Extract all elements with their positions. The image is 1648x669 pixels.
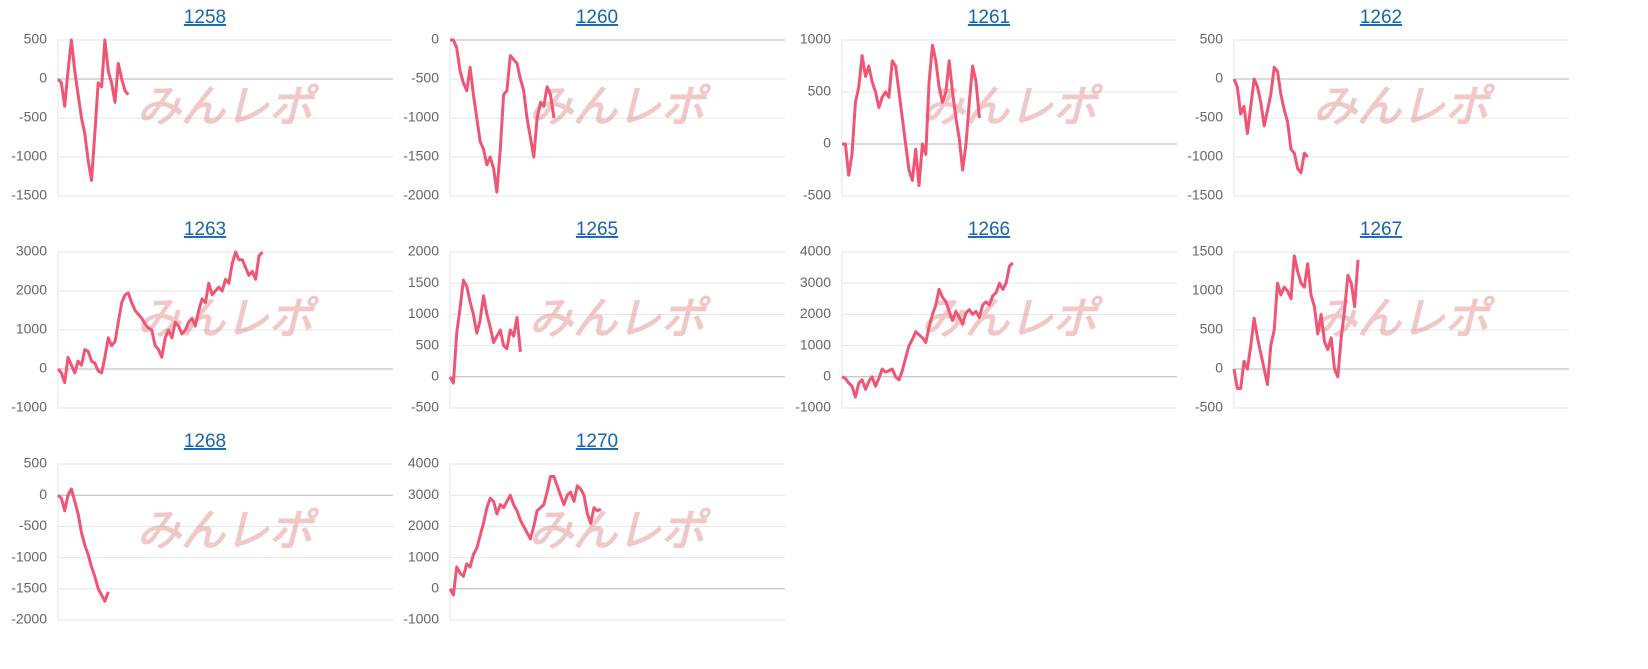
y-tick-label: 2000 bbox=[408, 517, 439, 533]
y-tick-label: 4000 bbox=[800, 243, 831, 259]
y-tick-label: 500 bbox=[24, 455, 48, 471]
chart-title[interactable]: 1263 bbox=[184, 219, 226, 240]
y-tick-label: -500 bbox=[411, 399, 439, 415]
y-tick-label: 1000 bbox=[408, 548, 439, 564]
y-tick-label: 0 bbox=[39, 70, 47, 86]
line bbox=[448, 475, 602, 597]
y-tick-label: 500 bbox=[24, 31, 48, 47]
y-tick-label: 2000 bbox=[16, 282, 47, 298]
y-tick-label: -1000 bbox=[403, 109, 439, 125]
chart-title[interactable]: 1270 bbox=[576, 431, 618, 452]
line bbox=[841, 261, 1014, 399]
y-tick-label: 4000 bbox=[408, 455, 439, 471]
watermark: みんレポ bbox=[529, 507, 712, 556]
y-tick-label: -1000 bbox=[11, 548, 47, 564]
chart-title[interactable]: 1267 bbox=[1360, 219, 1402, 240]
y-tick-label: -500 bbox=[411, 70, 439, 86]
y-tick-label: 0 bbox=[1215, 70, 1223, 86]
line bbox=[450, 38, 556, 194]
y-tick-label: 1500 bbox=[1192, 243, 1223, 259]
y-tick-label: -500 bbox=[1195, 399, 1223, 415]
watermark: みんレポ bbox=[921, 295, 1104, 344]
watermark: みんレポ bbox=[137, 507, 320, 556]
chart-title[interactable]: 1258 bbox=[184, 7, 226, 28]
y-tick-label: 500 bbox=[1200, 31, 1224, 47]
y-tick-label: 500 bbox=[808, 83, 832, 99]
y-tick-label: 0 bbox=[39, 360, 47, 376]
y-tick-label: -1000 bbox=[11, 148, 47, 164]
line bbox=[56, 250, 264, 385]
y-tick-label: -1500 bbox=[11, 187, 47, 203]
chart-title[interactable]: 1268 bbox=[184, 431, 226, 452]
y-tick-label: 1000 bbox=[800, 336, 831, 352]
chart-title[interactable]: 1260 bbox=[576, 7, 618, 28]
y-tick-label: 1500 bbox=[408, 274, 439, 290]
y-tick-label: 0 bbox=[823, 135, 831, 151]
watermark: みんレポ bbox=[529, 295, 712, 344]
line bbox=[1232, 254, 1360, 390]
chart-title[interactable]: 1261 bbox=[968, 7, 1010, 28]
y-tick-label: -500 bbox=[19, 517, 47, 533]
watermark: みんレポ bbox=[137, 83, 320, 132]
y-tick-label: 1000 bbox=[1192, 282, 1223, 298]
chart-title[interactable]: 1262 bbox=[1360, 7, 1402, 28]
y-tick-label: 0 bbox=[1215, 360, 1223, 376]
y-tick-label: 0 bbox=[431, 368, 439, 384]
y-tick-label: 0 bbox=[39, 486, 47, 502]
line bbox=[842, 43, 981, 188]
y-tick-label: -2000 bbox=[11, 611, 47, 627]
y-tick-label: 500 bbox=[416, 336, 440, 352]
y-tick-label: -1500 bbox=[1187, 187, 1223, 203]
y-tick-label: -1500 bbox=[403, 148, 439, 164]
y-tick-label: -2000 bbox=[403, 187, 439, 203]
y-tick-label: -1000 bbox=[11, 399, 47, 415]
y-tick-label: 0 bbox=[431, 31, 439, 47]
y-tick-label: 2000 bbox=[408, 243, 439, 259]
line bbox=[56, 38, 130, 182]
y-tick-label: 1000 bbox=[16, 321, 47, 337]
y-tick-label: 500 bbox=[1200, 321, 1224, 337]
line bbox=[1232, 65, 1309, 175]
y-tick-label: 3000 bbox=[16, 243, 47, 259]
y-tick-label: -500 bbox=[803, 187, 831, 203]
y-tick-label: 1000 bbox=[408, 305, 439, 321]
watermark: みんレポ bbox=[529, 83, 712, 132]
watermark: みんレポ bbox=[921, 83, 1104, 132]
y-tick-label: -1000 bbox=[403, 611, 439, 627]
y-tick-label: -1000 bbox=[1187, 148, 1223, 164]
watermark: みんレポ bbox=[1313, 83, 1496, 132]
chart-title[interactable]: 1265 bbox=[576, 219, 618, 240]
y-tick-label: 2000 bbox=[800, 305, 831, 321]
line bbox=[56, 487, 110, 603]
y-tick-label: -500 bbox=[1195, 109, 1223, 125]
y-tick-label: -1500 bbox=[11, 580, 47, 596]
y-tick-label: -1000 bbox=[795, 399, 831, 415]
y-tick-label: 1000 bbox=[800, 31, 831, 47]
y-tick-label: 3000 bbox=[408, 486, 439, 502]
y-tick-label: 0 bbox=[431, 580, 439, 596]
chart-title[interactable]: 1266 bbox=[968, 219, 1010, 240]
y-tick-label: 0 bbox=[823, 368, 831, 384]
y-tick-label: -500 bbox=[19, 109, 47, 125]
line bbox=[448, 278, 522, 385]
y-tick-label: 3000 bbox=[800, 274, 831, 290]
